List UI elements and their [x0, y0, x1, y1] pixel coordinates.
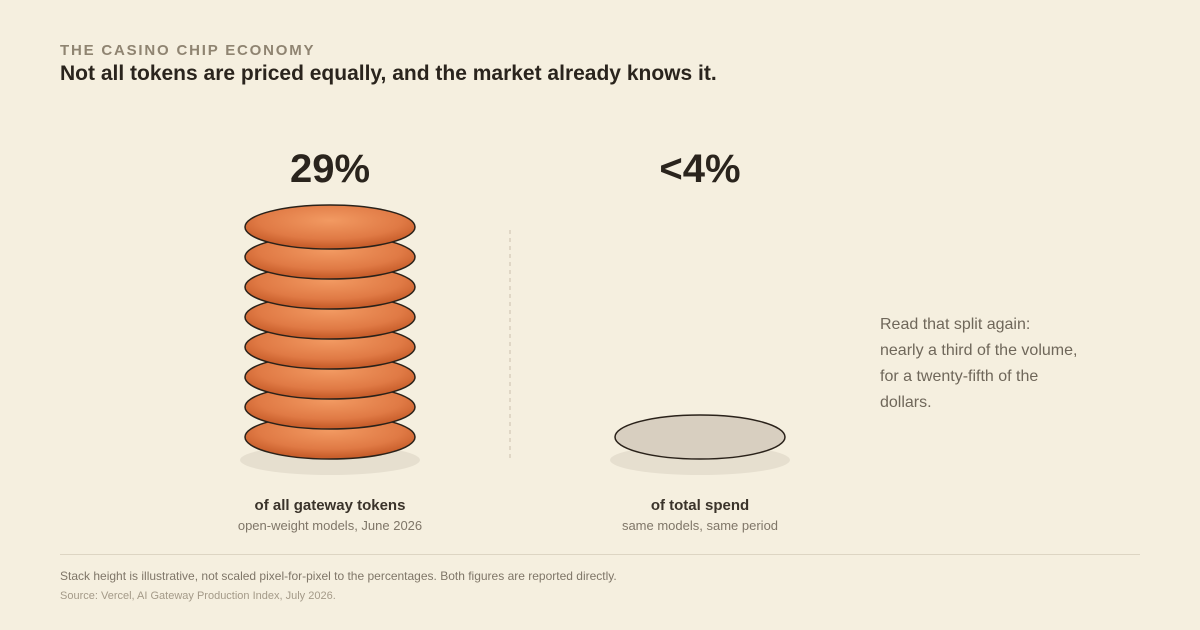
category-caption: same models, same period	[622, 518, 778, 533]
eyebrow-label: THE CASINO CHIP ECONOMY	[60, 42, 316, 59]
category-caption: open-weight models, June 2026	[238, 518, 422, 533]
value-label: <4%	[659, 147, 740, 191]
chip	[614, 414, 786, 460]
footer-divider	[60, 554, 1140, 555]
page-title: Not all tokens are priced equally, and t…	[60, 62, 717, 85]
chip	[244, 204, 416, 250]
value-label: 29%	[290, 147, 370, 191]
footnote: Stack height is illustrative, not scaled…	[60, 569, 617, 583]
aside-note: Read that split again: nearly a third of…	[880, 316, 1078, 411]
source-note: Source: Vercel, AI Gateway Production In…	[60, 590, 336, 602]
category-label: of all gateway tokens	[255, 497, 406, 514]
category-label: of total spend	[651, 497, 749, 514]
